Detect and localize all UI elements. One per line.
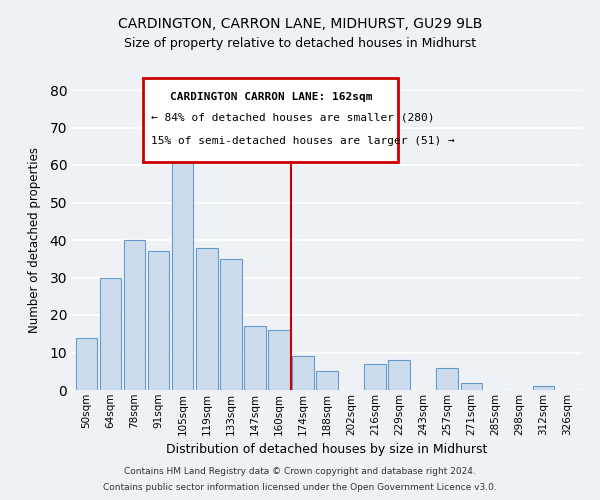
Text: ← 84% of detached houses are smaller (280): ← 84% of detached houses are smaller (28… [151,112,434,122]
Text: CARDINGTON, CARRON LANE, MIDHURST, GU29 9LB: CARDINGTON, CARRON LANE, MIDHURST, GU29 … [118,18,482,32]
Bar [268,330,290,390]
Bar [172,154,193,390]
Bar [364,364,386,390]
Text: Size of property relative to detached houses in Midhurst: Size of property relative to detached ho… [124,38,476,51]
Text: Contains public sector information licensed under the Open Government Licence v3: Contains public sector information licen… [103,483,497,492]
Text: 15% of semi-detached houses are larger (51) →: 15% of semi-detached houses are larger (… [151,136,455,146]
Bar [533,386,554,390]
FancyBboxPatch shape [143,78,398,162]
Bar [148,251,169,390]
Bar [124,240,145,390]
Bar [388,360,410,390]
X-axis label: Distribution of detached houses by size in Midhurst: Distribution of detached houses by size … [166,443,488,456]
Bar [220,259,242,390]
Bar [76,338,97,390]
Bar [316,371,338,390]
Bar [292,356,314,390]
Bar [196,248,218,390]
Bar [436,368,458,390]
Text: Contains HM Land Registry data © Crown copyright and database right 2024.: Contains HM Land Registry data © Crown c… [124,467,476,476]
Bar [244,326,266,390]
Text: CARDINGTON CARRON LANE: 162sqm: CARDINGTON CARRON LANE: 162sqm [170,92,372,102]
Y-axis label: Number of detached properties: Number of detached properties [28,147,41,333]
Bar [461,382,482,390]
Bar [100,278,121,390]
